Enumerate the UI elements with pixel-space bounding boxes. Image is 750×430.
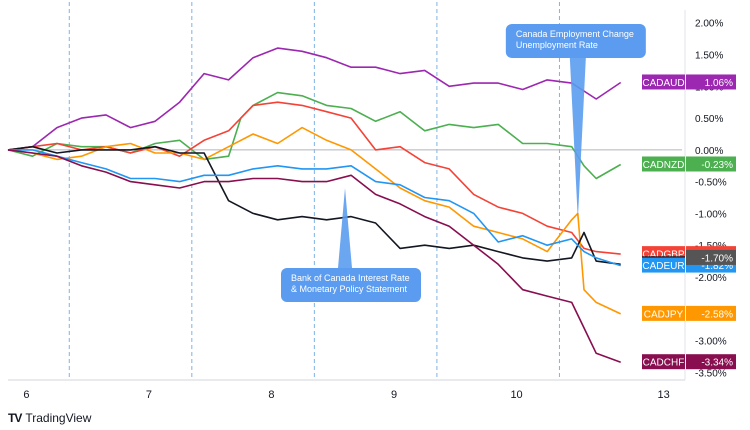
annotation-1: Bank of Canada Interest Rate& Monetary P… <box>281 188 421 302</box>
series-line-cadjpy <box>7 126 622 315</box>
y-tick-label: 0.50% <box>695 114 723 125</box>
x-tick-label: 6 <box>23 389 29 401</box>
tradingview-brand: TV TradingView <box>8 411 91 425</box>
annotation-pointer <box>569 58 586 220</box>
tag-value-bg <box>686 249 736 265</box>
annotation-box <box>505 24 646 58</box>
tag-value: -3.34% <box>701 358 733 369</box>
tag-value-bg <box>686 354 736 370</box>
vertical-grid <box>8 2 686 381</box>
brand-name: TradingView <box>25 411 92 425</box>
tag-cadaud: CADAUD 1.06% <box>642 74 736 90</box>
tag-name-bg <box>642 74 685 90</box>
tag-value-bg <box>686 305 736 321</box>
tag-name-bg <box>642 305 685 321</box>
y-tick-label: -3.00% <box>695 337 727 348</box>
x-tick-label: 9 <box>391 389 397 401</box>
tag-cadjpy: CADJPY -2.58% <box>642 305 736 321</box>
annotation-text: & Monetary Policy Statement <box>291 284 408 294</box>
tag-name: CADNZD <box>643 160 685 171</box>
tag-value-bg <box>686 156 736 172</box>
last-value-tags: CADAUD1.06%CADNZD-0.23%CADGBP-1.64%CADJP… <box>642 74 736 370</box>
y-axis: 2.00%1.50%1.00%0.50%0.00%-0.50%-1.00%-1.… <box>695 19 727 380</box>
series-lines <box>7 47 622 363</box>
tag-name: CADEUR <box>642 261 684 272</box>
series-line-cadaud <box>7 47 622 151</box>
tag-value-bg <box>686 74 736 90</box>
tag-name: CADJPY <box>644 309 684 320</box>
tag-value: -1.70% <box>701 253 733 264</box>
x-tick-label: 8 <box>268 389 274 401</box>
y-tick-label: 2.00% <box>695 19 723 30</box>
tag-name-bg <box>642 257 685 273</box>
y-tick-label: -0.50% <box>695 178 727 189</box>
annotation-text: Canada Employment Change <box>516 29 634 39</box>
tag-name: CADCHF <box>643 358 685 369</box>
x-axis: 6 7 8 9 10 13 <box>23 389 669 401</box>
series-line-cadusd <box>7 145 621 266</box>
tag-extra: -1.70% <box>686 249 736 265</box>
tag-name-bg <box>642 156 685 172</box>
tag-value: -1.82% <box>701 261 733 272</box>
annotation-text: Unemployment Rate <box>516 40 598 50</box>
tag-value: -0.23% <box>701 160 733 171</box>
y-tick-label: -3.50% <box>695 368 727 379</box>
annotation-pointer <box>338 188 352 268</box>
tag-value: -2.58% <box>701 309 733 320</box>
series-line-cadeur <box>8 149 621 267</box>
tag-name: CADGBP <box>642 250 685 261</box>
y-tick-label: 0.00% <box>695 146 723 157</box>
tradingview-logo-icon: TV <box>8 411 22 425</box>
annotation-box <box>281 268 421 302</box>
series-line-cadgbp <box>7 101 621 255</box>
y-tick-label: -2.00% <box>695 273 727 284</box>
x-tick-label: 13 <box>657 389 669 401</box>
tag-value: 1.06% <box>705 78 733 89</box>
tag-cadchf: CADCHF -3.34% <box>642 354 736 370</box>
tag-cadnzd: CADNZD -0.23% <box>642 156 736 172</box>
y-tick-label: 1.50% <box>695 51 723 62</box>
x-tick-label: 10 <box>510 389 522 401</box>
annotation-text: Bank of Canada Interest Rate <box>291 273 410 283</box>
tag-name-bg <box>642 354 685 370</box>
x-tick-label: 7 <box>146 389 152 401</box>
y-tick-label: -1.00% <box>695 209 727 220</box>
series-line-cadchf <box>7 149 621 363</box>
tag-name: CADAUD <box>642 78 684 89</box>
